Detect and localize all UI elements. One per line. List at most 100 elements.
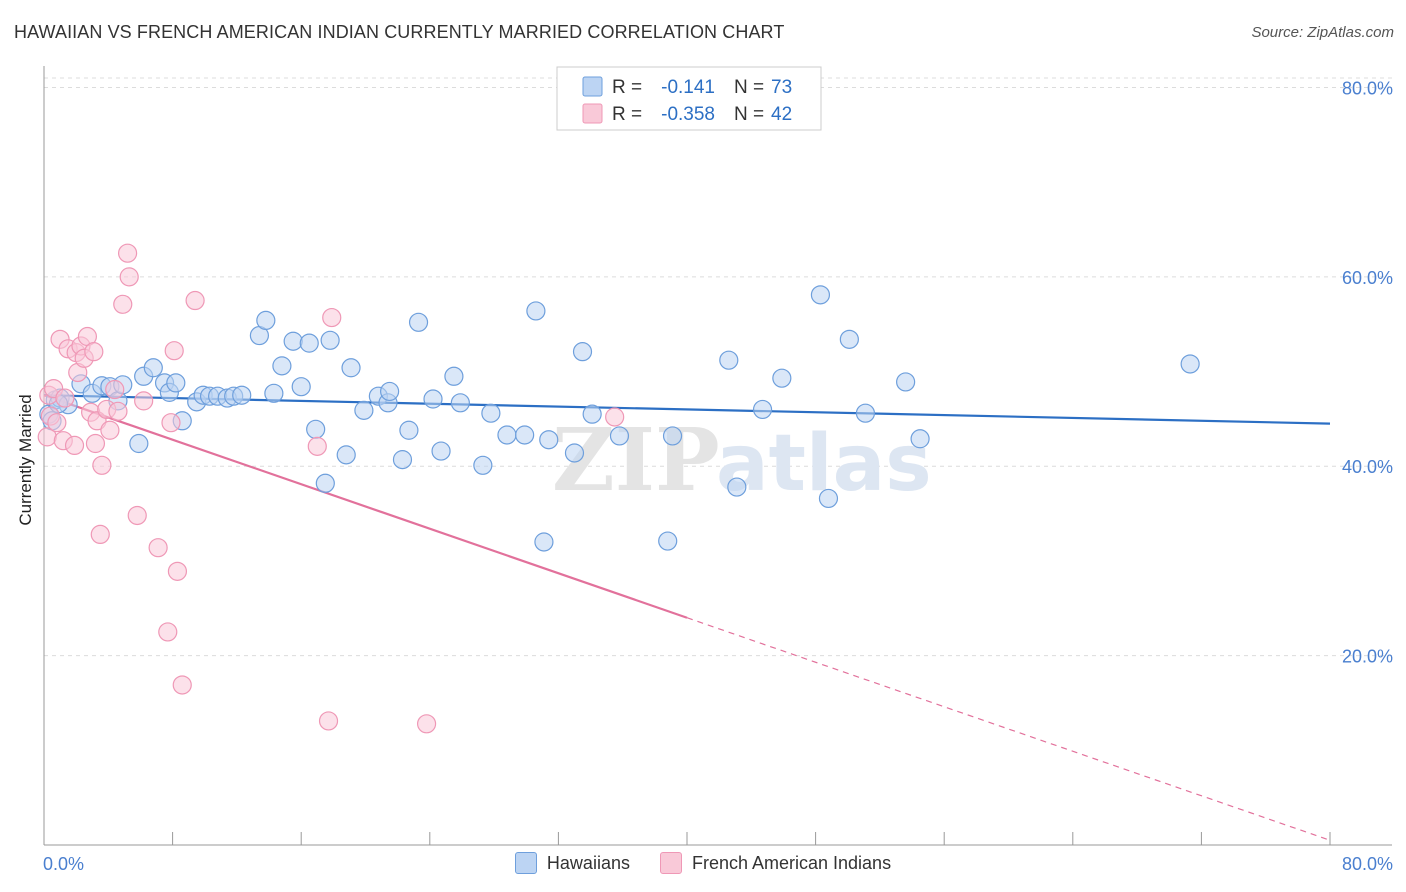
french-american-indians-label: French American Indians xyxy=(691,852,892,873)
source-label: Source: ZipAtlas.com xyxy=(1251,24,1394,41)
y-tick-label: 60.0% xyxy=(1342,268,1393,288)
hawaiians-point xyxy=(855,403,876,423)
french-american-indians-point xyxy=(307,436,327,456)
french-american-indians-point xyxy=(119,267,139,287)
hawaiians-point xyxy=(719,350,739,370)
stats-swatch-french-american-indians xyxy=(582,103,603,124)
hawaiians-point xyxy=(539,430,559,450)
hawaiians-point xyxy=(609,426,630,446)
french-american-indians-point xyxy=(158,622,178,642)
french-american-indians-point xyxy=(322,307,342,328)
data-points xyxy=(37,243,1200,734)
french-american-indians-point xyxy=(148,538,168,558)
hawaiians-point xyxy=(143,358,163,378)
french-american-indians-point xyxy=(108,401,128,421)
x-tick-label-max: 80.0% xyxy=(1342,854,1393,874)
y-tick-label: 80.0% xyxy=(1342,78,1393,98)
stats-r-value: -0.141 xyxy=(661,77,715,98)
hawaiians-swatch xyxy=(514,852,537,874)
french-american-indians-point xyxy=(134,391,154,411)
hawaiians-point xyxy=(320,330,340,350)
stats-swatch-hawaiians xyxy=(582,76,603,97)
french-american-indians-point xyxy=(117,243,138,263)
french-american-indians-point xyxy=(605,407,625,427)
french-american-indians-point xyxy=(55,388,75,408)
legend-item-hawaiians[interactable]: Hawaiians xyxy=(514,852,630,874)
hawaiians-point xyxy=(399,420,419,440)
axes xyxy=(43,66,1392,846)
french-american-indians-point xyxy=(113,294,133,314)
hawaiians-point xyxy=(431,441,451,461)
hawaiians-point xyxy=(166,373,186,393)
hawaiians-point xyxy=(264,383,284,403)
hawaiians-point xyxy=(910,429,930,449)
hawaiians-point xyxy=(283,331,303,351)
french-american-indians-point xyxy=(172,675,192,695)
french-american-indians-point xyxy=(161,413,181,433)
hawaiians-point xyxy=(896,372,916,392)
hawaiians-point xyxy=(129,433,149,454)
hawaiians-point xyxy=(839,329,859,349)
hawaiians-point xyxy=(818,488,839,509)
french-american-indians-trend-line xyxy=(43,394,688,619)
french-american-indians-point xyxy=(416,714,437,734)
french-american-indians-point xyxy=(92,455,112,475)
hawaiians-point xyxy=(497,425,517,445)
hawaiians-point xyxy=(256,310,276,331)
stats-legend: R = -0.141 N = 73 R = -0.358 N = 42 xyxy=(556,66,822,131)
hawaiians-point xyxy=(232,385,252,405)
hawaiians-point xyxy=(354,400,374,420)
hawaiians-point xyxy=(727,477,747,497)
hawaiians-point xyxy=(526,301,546,321)
hawaiians-point xyxy=(810,285,831,305)
hawaiians-trend-line xyxy=(43,394,1331,425)
stats-n-label: N = xyxy=(734,104,764,125)
legend-item-french-american-indians[interactable]: French American Indians xyxy=(659,852,892,874)
french-american-indians-trend-extension xyxy=(686,617,1331,841)
french-american-indians-point xyxy=(127,505,147,526)
french-american-indians-swatch xyxy=(659,852,682,874)
hawaiians-point xyxy=(450,393,470,413)
stats-r-label: R = xyxy=(612,104,642,125)
french-american-indians-point xyxy=(84,342,104,362)
hawaiians-label: Hawaiians xyxy=(546,852,630,873)
y-tick-label: 40.0% xyxy=(1342,457,1393,477)
french-american-indians-point xyxy=(100,420,120,440)
hawaiians-point xyxy=(564,443,585,463)
hawaiians-point xyxy=(272,356,292,376)
trend-lines xyxy=(43,394,1331,841)
stats-n-value: 73 xyxy=(771,77,792,98)
stats-n-value: 42 xyxy=(771,104,792,125)
stats-r-value: -0.358 xyxy=(661,104,715,125)
french-american-indians-point xyxy=(167,561,188,581)
hawaiians-point xyxy=(752,399,773,420)
french-american-indians-point xyxy=(105,379,125,400)
hawaiians-point xyxy=(392,450,413,470)
hawaiians-point xyxy=(423,389,443,409)
hawaiians-point xyxy=(408,312,429,332)
hawaiians-point xyxy=(306,419,326,439)
hawaiians-point xyxy=(341,358,361,378)
hawaiians-point xyxy=(1180,354,1200,374)
french-american-indians-point xyxy=(85,433,106,454)
tick-labels: 20.0% 40.0% 60.0% 80.0% 0.0% 80.0% xyxy=(43,78,1393,874)
hawaiians-point xyxy=(299,333,319,353)
hawaiians-point xyxy=(662,426,683,446)
hawaiians-point xyxy=(291,377,311,397)
hawaiians-point xyxy=(481,403,501,423)
stats-r-label: R = xyxy=(612,77,642,98)
y-tick-label: 20.0% xyxy=(1342,647,1393,667)
hawaiians-point xyxy=(473,455,493,475)
french-american-indians-point xyxy=(47,413,67,433)
french-american-indians-point xyxy=(164,341,184,361)
stats-n-label: N = xyxy=(734,77,764,98)
chart-title: HAWAIIAN VS FRENCH AMERICAN INDIAN CURRE… xyxy=(14,22,785,42)
hawaiians-point xyxy=(444,366,464,386)
french-american-indians-point xyxy=(185,290,205,311)
french-american-indians-point xyxy=(64,435,85,456)
x-tick-label-min: 0.0% xyxy=(43,854,84,874)
hawaiians-point xyxy=(582,404,602,424)
